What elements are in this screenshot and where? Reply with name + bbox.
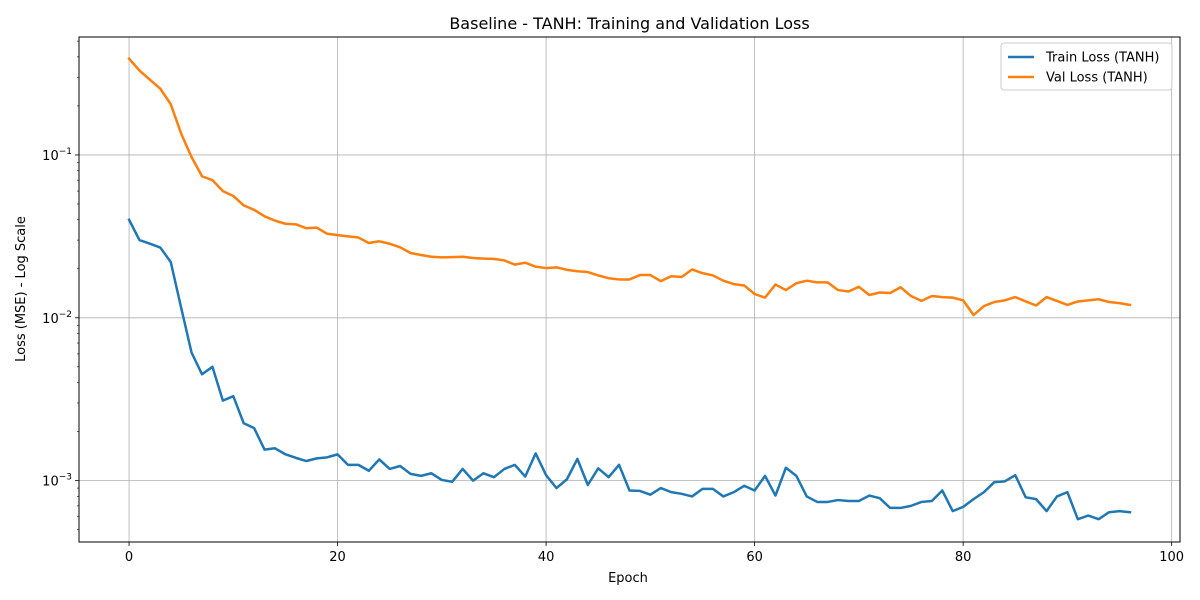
y-tick-label: 10−3 — [42, 473, 72, 490]
y-axis-label: Loss (MSE) - Log Scale — [14, 216, 29, 362]
train-loss-line — [127, 218, 1132, 521]
y-tick-label: 10−2 — [42, 310, 72, 327]
legend-label-train: Train Loss (TANH) — [1045, 51, 1159, 66]
x-tick-label: 40 — [538, 550, 555, 565]
y-tick-label: 10−1 — [42, 147, 72, 164]
axis-ticks: 0 20 40 60 80 100 10−3 10−2 10−1 — [42, 40, 1184, 565]
x-axis-label: Epoch — [608, 571, 648, 586]
x-tick-label: 0 — [125, 550, 133, 565]
legend: Train Loss (TANH) Val Loss (TANH) — [1000, 42, 1173, 91]
x-tick-label: 60 — [746, 550, 763, 565]
val-loss-line — [127, 56, 1132, 317]
chart-title: Baseline - TANH: Training and Validation… — [449, 14, 809, 33]
plot-frame — [78, 36, 1181, 543]
series-lines — [127, 56, 1132, 521]
grid-lines — [79, 37, 1180, 542]
x-tick-label: 80 — [955, 550, 972, 565]
x-tick-label: 20 — [329, 550, 346, 565]
x-tick-label: 100 — [1159, 550, 1184, 565]
legend-label-val: Val Loss (TANH) — [1046, 71, 1148, 86]
legend-box — [1000, 42, 1173, 91]
